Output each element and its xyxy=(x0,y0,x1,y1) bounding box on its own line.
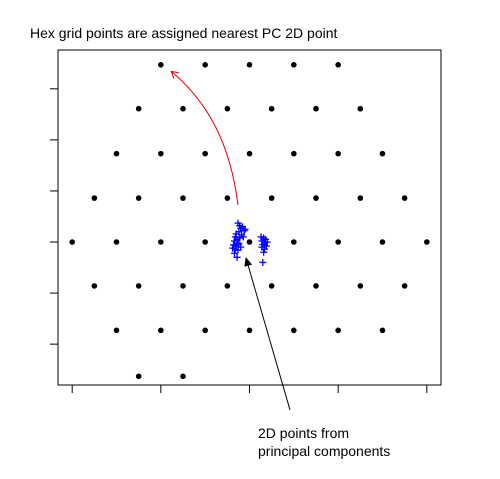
hex-point xyxy=(401,283,408,289)
hex-point xyxy=(180,195,186,201)
hex-point xyxy=(357,283,364,289)
hex-point xyxy=(135,373,142,380)
annotation: 2D points from xyxy=(258,425,349,441)
hex-point xyxy=(202,150,208,157)
pc-point xyxy=(263,238,271,246)
hex-point xyxy=(113,327,120,334)
pc-point xyxy=(230,237,238,245)
hex-point xyxy=(113,239,120,245)
hex-point xyxy=(158,150,164,157)
hex-point xyxy=(158,239,164,245)
hex-point xyxy=(224,105,231,112)
chart-title: Hex grid points are assigned nearest PC … xyxy=(30,25,338,41)
pc-point xyxy=(232,230,240,238)
hex-point xyxy=(246,239,253,245)
hex-point xyxy=(69,239,75,245)
hex-point xyxy=(335,150,341,157)
pc-point xyxy=(261,245,269,253)
hex-point xyxy=(135,195,142,201)
hex-point xyxy=(202,62,208,68)
pc-point xyxy=(231,233,239,241)
hex-point xyxy=(268,105,275,112)
hex-point xyxy=(113,150,120,157)
pc-point xyxy=(236,222,244,230)
pc-point xyxy=(259,258,267,266)
hex-point xyxy=(291,150,297,157)
hex-point xyxy=(135,283,142,289)
hex-point xyxy=(379,327,386,334)
hex-point xyxy=(268,283,275,289)
hex-point xyxy=(224,283,231,289)
black-arrow xyxy=(244,257,291,411)
hex-point xyxy=(135,105,142,112)
hex-point xyxy=(313,195,319,201)
pc-point xyxy=(241,225,249,233)
hex-point xyxy=(313,283,319,289)
hex-point xyxy=(180,105,186,112)
hex-point xyxy=(401,195,408,201)
hex-point xyxy=(313,105,319,112)
hex-point xyxy=(202,239,208,245)
pc-point xyxy=(233,253,241,261)
hex-point xyxy=(291,62,297,68)
marks xyxy=(69,62,430,380)
hex-point xyxy=(335,62,341,68)
hex-point xyxy=(224,195,231,201)
hex-point xyxy=(379,239,386,245)
plot-frame xyxy=(57,49,442,386)
pc-point xyxy=(240,227,248,235)
hex-point xyxy=(424,239,430,245)
hex-point xyxy=(379,150,386,157)
hex-point xyxy=(246,62,253,68)
hex-point xyxy=(246,150,253,157)
hex-point xyxy=(357,195,364,201)
pc-point xyxy=(237,243,245,251)
hex-point xyxy=(335,239,341,245)
hex-point xyxy=(335,327,341,334)
annotation: principal components xyxy=(258,443,390,459)
hex-point xyxy=(291,239,297,245)
pc-point xyxy=(260,248,268,256)
hex-point xyxy=(268,195,275,201)
hex-point xyxy=(180,283,186,289)
hex-point xyxy=(291,327,297,334)
hex-point xyxy=(91,283,98,289)
hex-point xyxy=(91,195,98,201)
hex-point xyxy=(158,62,164,68)
hex-point xyxy=(202,327,208,334)
hex-point xyxy=(357,105,364,112)
red-arrow xyxy=(172,72,239,206)
hex-point xyxy=(180,373,186,380)
hex-point xyxy=(158,327,164,334)
pc-point xyxy=(239,233,247,241)
hex-point xyxy=(246,327,253,334)
pc-point xyxy=(230,249,238,257)
